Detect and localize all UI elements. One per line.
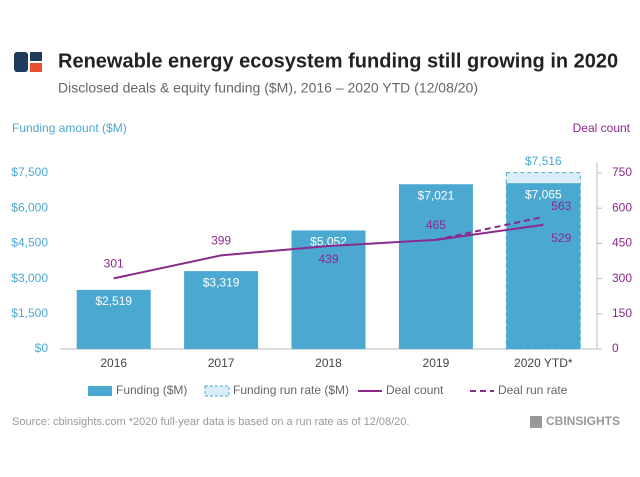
bar [184, 271, 259, 349]
y2-tick-label: 150 [612, 306, 632, 320]
x-tick-label: 2020 YTD* [514, 356, 573, 370]
bar [398, 184, 473, 349]
y-tick-label: $7,500 [11, 165, 48, 179]
y-axis-title: Funding amount ($M) [12, 121, 127, 135]
run-rate-line [435, 215, 544, 241]
y-tick-label: $3,000 [11, 271, 48, 285]
logo-icon [14, 52, 42, 72]
data-label: 439 [318, 252, 338, 266]
source-note: Source: cbinsights.com *2020 full-year d… [12, 416, 409, 428]
x-tick-label: 2018 [315, 356, 342, 370]
x-tick-label: 2016 [100, 356, 127, 370]
y2-axis-title: Deal count [573, 121, 631, 135]
x-tick-label: 2019 [423, 356, 450, 370]
legend-label: Deal count [386, 383, 444, 397]
data-label: 563 [551, 199, 571, 213]
y-tick-label: $4,500 [11, 236, 48, 250]
bar [291, 230, 366, 349]
y2-tick-label: 0 [612, 341, 619, 355]
line [113, 223, 544, 280]
y2-tick-label: 750 [612, 165, 632, 179]
y2-tick-label: 600 [612, 200, 632, 214]
legend-label: Deal run rate [498, 383, 568, 397]
chart-subtitle: Disclosed deals & equity funding ($M), 2… [58, 80, 478, 96]
y-tick-label: $1,500 [11, 306, 48, 320]
data-label: 399 [211, 234, 231, 248]
data-label: $7,065 [525, 187, 562, 201]
x-tick-label: 2017 [208, 356, 235, 370]
data-label: $2,519 [95, 294, 132, 308]
legend-label: Funding run rate ($M) [233, 383, 349, 397]
y2-tick-label: 450 [612, 236, 632, 250]
data-label: $7,516 [525, 154, 562, 168]
bar [76, 289, 151, 349]
y-tick-label: $6,000 [11, 200, 48, 214]
y-tick-label: $0 [35, 341, 49, 355]
y2-tick-label: 300 [612, 271, 632, 285]
brand-logo: CBINSIGHTS [546, 414, 620, 428]
data-label: $3,319 [203, 275, 240, 289]
legend-swatch [88, 386, 112, 396]
data-label: $7,021 [418, 188, 455, 202]
legend-label: Funding ($M) [116, 383, 187, 397]
chart-title: Renewable energy ecosystem funding still… [58, 50, 618, 72]
data-label: 465 [426, 218, 446, 232]
legend-swatch [204, 385, 230, 397]
bar [506, 183, 581, 349]
data-label: 301 [104, 257, 124, 271]
data-label: 529 [551, 231, 571, 245]
logo-mark [530, 416, 542, 428]
